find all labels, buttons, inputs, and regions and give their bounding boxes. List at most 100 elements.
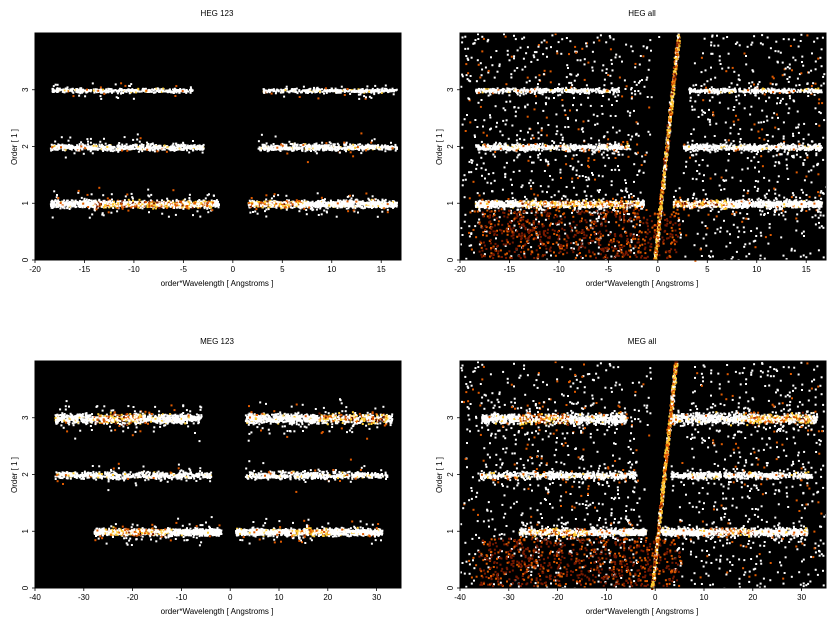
heatmap-cell (276, 147, 278, 149)
heatmap-cell (316, 152, 318, 154)
heatmap-cell (371, 140, 373, 142)
heatmap-cell (75, 149, 77, 151)
heatmap-cell (336, 216, 338, 218)
heatmap-cell (267, 150, 269, 152)
heatmap-cell (96, 208, 98, 210)
heatmap-cell (147, 206, 149, 208)
heatmap-cell (57, 84, 59, 86)
heatmap-cell (342, 206, 344, 208)
heatmap-cell (182, 204, 184, 206)
heatmap-cell (168, 203, 170, 205)
heatmap-cell (286, 90, 288, 92)
heatmap-cell (197, 210, 199, 212)
heatmap-cell (59, 207, 61, 209)
heatmap-cell (280, 206, 282, 208)
heatmap-cell (148, 211, 150, 213)
heatmap-cell (284, 89, 286, 91)
heatmap-cell (255, 208, 257, 210)
heatmap-cell (121, 144, 123, 146)
heatmap-cell (392, 88, 394, 90)
heatmap-cell (303, 208, 305, 210)
heatmap-cell (58, 88, 60, 90)
heatmap-cell (142, 207, 144, 209)
heatmap-cell (372, 88, 374, 90)
heatmap-cell (345, 150, 347, 152)
heatmap-cell (345, 202, 347, 204)
heatmap-cell (121, 146, 123, 148)
heatmap-cell (266, 91, 268, 93)
heatmap-cell (292, 203, 294, 205)
heatmap-cell (286, 148, 288, 150)
heatmap-cell (85, 203, 87, 205)
heatmap-cell (132, 198, 134, 200)
heatmap-cell (606, 200, 608, 202)
heatmap-cell (266, 142, 268, 144)
heatmap-cell (191, 204, 193, 206)
heatmap-cell (117, 202, 119, 204)
heatmap-cell (316, 145, 318, 147)
heatmap-cell (178, 149, 180, 151)
heatmap-cell (284, 147, 286, 149)
heatmap-cell (308, 144, 310, 146)
heatmap-cell (91, 205, 93, 207)
heatmap-cell (93, 147, 95, 149)
heatmap-cell (290, 143, 292, 145)
heatmap-cell (75, 206, 77, 208)
heatmap-cell (118, 142, 120, 144)
heatmap-cell (52, 217, 54, 219)
heatmap-cell (304, 202, 306, 204)
heatmap-cell (334, 203, 336, 205)
heatmap-cell (357, 146, 359, 148)
heatmap-cell (149, 150, 151, 152)
heatmap-cell (54, 200, 56, 202)
heatmap-cell (281, 202, 283, 204)
heatmap-cell (207, 194, 209, 196)
heatmap-cell (143, 88, 145, 90)
heatmap-cell (292, 90, 294, 92)
heatmap-cell (264, 201, 266, 203)
heatmap-cell (95, 200, 97, 202)
heatmap-cell (366, 85, 368, 87)
heatmap-cell (89, 217, 91, 219)
heatmap-cell (60, 146, 62, 148)
panel-heg-123: HEG 123 -20 -15 -10 -5 0 5 10 150123 order*Wave… (10, 9, 401, 288)
heatmap-cell (354, 147, 356, 149)
heatmap-cell (145, 201, 147, 203)
heatmap-cell (282, 145, 284, 147)
heatmap-cell (88, 90, 90, 92)
heatmap-cell (337, 207, 339, 209)
heatmap-cell (106, 150, 108, 152)
heatmap-cell (188, 197, 190, 199)
heatmap-cell (186, 207, 188, 209)
heatmap-cell (366, 202, 368, 204)
heatmap-cell (68, 205, 70, 207)
heatmap-cell (149, 143, 151, 145)
heatmap-cell (343, 142, 345, 144)
heatmap-cell (321, 202, 323, 204)
heatmap-cell (175, 143, 177, 145)
heatmap-cell (357, 212, 359, 214)
heatmap-cell (339, 152, 341, 154)
heatmap-cell (199, 216, 201, 218)
heatmap-cell (312, 204, 314, 206)
heatmap-cell (278, 201, 280, 203)
heatmap-cell (362, 200, 364, 202)
heatmap-cell (189, 199, 191, 201)
heatmap-cell (64, 91, 66, 93)
heatmap-cell (306, 203, 308, 205)
heatmap-cell (271, 201, 273, 203)
heatmap-cell (347, 200, 349, 202)
heatmap-cell (197, 200, 199, 202)
heatmap-cell (197, 148, 199, 150)
heatmap-cell (270, 144, 272, 146)
heatmap-cell (142, 145, 144, 147)
heatmap-cell (374, 89, 376, 91)
heatmap-cell (282, 91, 284, 93)
heatmap-cell (271, 93, 273, 95)
heatmap-cell (176, 199, 178, 201)
heatmap-cell (108, 149, 110, 151)
heatmap-cell (78, 204, 80, 206)
panel-title: HEG all (628, 9, 656, 18)
heatmap-cell (285, 206, 287, 208)
heatmap-cell (286, 209, 288, 211)
